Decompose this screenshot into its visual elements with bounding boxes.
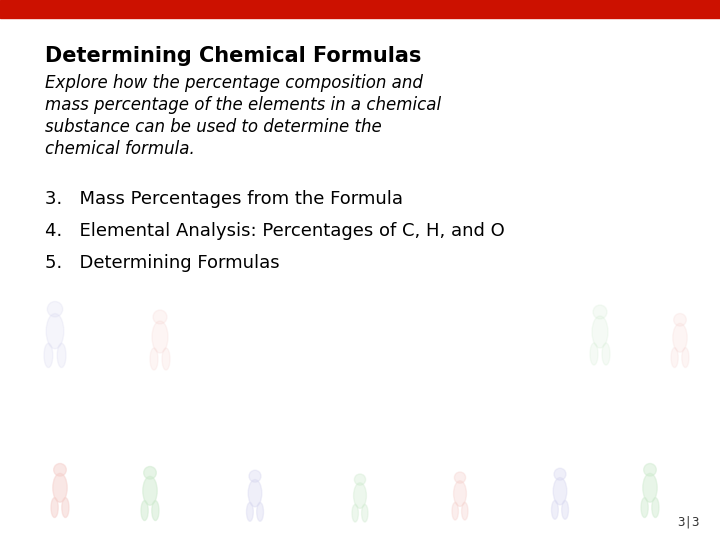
Ellipse shape [553, 477, 567, 505]
Ellipse shape [150, 348, 158, 370]
Text: 3|3: 3|3 [678, 515, 700, 528]
Ellipse shape [248, 480, 262, 507]
Ellipse shape [162, 348, 170, 370]
Ellipse shape [48, 301, 63, 317]
Ellipse shape [454, 472, 466, 483]
Ellipse shape [590, 343, 598, 365]
Ellipse shape [562, 501, 569, 519]
Ellipse shape [152, 501, 159, 521]
Ellipse shape [257, 503, 264, 521]
Text: mass percentage of the elements in a chemical: mass percentage of the elements in a che… [45, 96, 441, 114]
Text: 5.   Determining Formulas: 5. Determining Formulas [45, 254, 279, 272]
Ellipse shape [671, 348, 678, 368]
Ellipse shape [354, 483, 366, 508]
Text: Determining Chemical Formulas: Determining Chemical Formulas [45, 46, 421, 66]
Ellipse shape [682, 348, 689, 368]
Ellipse shape [602, 343, 610, 365]
Ellipse shape [51, 498, 58, 517]
Ellipse shape [452, 502, 459, 520]
Ellipse shape [592, 316, 608, 348]
Ellipse shape [593, 305, 607, 319]
Ellipse shape [354, 474, 366, 485]
Ellipse shape [143, 476, 157, 505]
Text: Explore how the percentage composition and: Explore how the percentage composition a… [45, 74, 423, 92]
Text: chemical formula.: chemical formula. [45, 140, 194, 158]
Ellipse shape [246, 503, 253, 521]
Ellipse shape [454, 481, 467, 507]
Ellipse shape [152, 321, 168, 353]
Ellipse shape [141, 501, 148, 521]
Ellipse shape [644, 463, 657, 476]
Ellipse shape [44, 343, 53, 368]
Ellipse shape [352, 504, 359, 522]
Ellipse shape [144, 467, 156, 479]
Ellipse shape [652, 498, 659, 517]
Ellipse shape [462, 502, 468, 520]
Bar [0, 0, 720, 18]
Ellipse shape [641, 498, 648, 517]
Ellipse shape [361, 504, 368, 522]
Text: 4.   Elemental Analysis: Percentages of C, H, and O: 4. Elemental Analysis: Percentages of C,… [45, 222, 505, 240]
Ellipse shape [153, 310, 167, 324]
Text: 3.   Mass Percentages from the Formula: 3. Mass Percentages from the Formula [45, 190, 403, 208]
Text: substance can be used to determine the: substance can be used to determine the [45, 118, 382, 136]
Ellipse shape [57, 343, 66, 368]
Ellipse shape [672, 323, 687, 352]
Ellipse shape [643, 474, 657, 502]
Ellipse shape [46, 314, 64, 349]
Ellipse shape [674, 314, 686, 326]
Ellipse shape [54, 463, 66, 476]
Ellipse shape [552, 501, 558, 519]
Ellipse shape [554, 468, 566, 480]
Ellipse shape [62, 498, 69, 517]
Ellipse shape [53, 474, 67, 502]
Ellipse shape [249, 470, 261, 482]
